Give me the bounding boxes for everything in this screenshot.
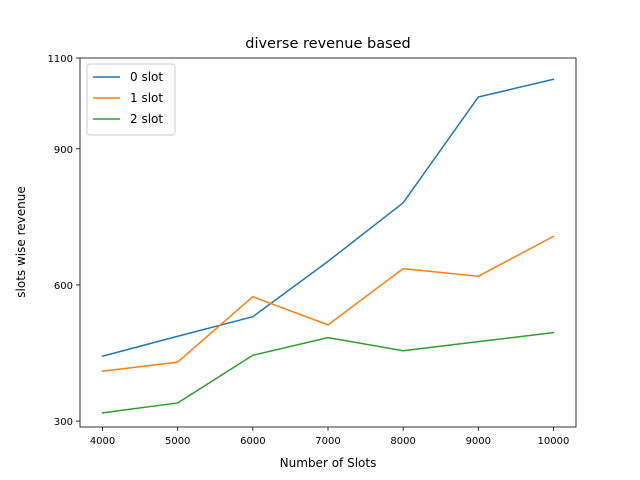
series-line-0 [101,78,555,358]
y-tick-label: 600 [54,281,73,292]
legend-box [86,63,176,136]
series-line-2 [101,331,555,414]
x-tick-label: 10000 [538,436,570,447]
x-tick-label: 8000 [390,436,415,447]
x-tick-label: 6000 [240,436,265,447]
x-tick-label: 5000 [165,436,190,447]
legend-label-2: 2 slot [130,112,163,126]
x-tick-label: 4000 [90,436,115,447]
y-axis-label: slots wise revenue [14,186,28,297]
y-tick-label: 300 [54,417,73,428]
legend-label-1: 1 slot [130,91,163,105]
x-tick-label: 7000 [315,436,340,447]
chart-title: diverse revenue based [245,36,411,52]
legend: 0 slot 1 slot 2 slot [86,63,176,136]
legend-label-0: 0 slot [130,70,163,84]
series-layer [101,78,555,414]
x-tick-label: 9000 [466,436,491,447]
series-line-1 [101,235,555,373]
x-axis-label: Number of Slots [280,456,377,470]
axes-layer: 4000 5000 6000 7000 8000 9000 10000 300 600 900 11… [48,54,577,447]
y-tick-label: 1100 [48,54,73,65]
y-tick-label: 900 [54,145,73,156]
